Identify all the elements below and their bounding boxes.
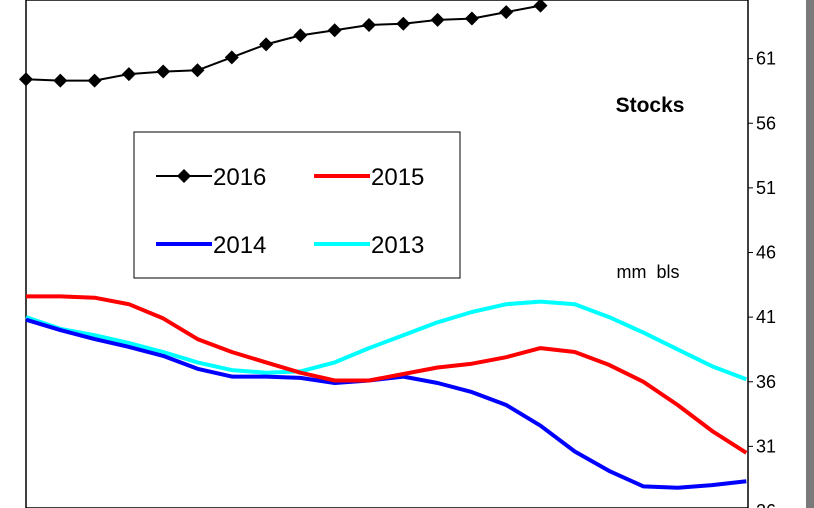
data-point-2016 (53, 73, 68, 88)
window-edge-bar (806, 0, 814, 508)
legend-label-2015: 2015 (371, 164, 424, 191)
plot-frame (25, 0, 749, 508)
series-line-2013 (25, 299, 748, 382)
y-tick-label: 66 (756, 0, 776, 4)
data-point-2016 (430, 12, 445, 27)
y-tick-label: 61 (756, 49, 776, 69)
y-tick-label: 41 (756, 307, 776, 327)
data-point-2016 (190, 63, 205, 78)
data-point-2016 (224, 50, 239, 65)
legend: 2016 2015 2014 2013 (133, 131, 461, 279)
legend-label-2013: 2013 (371, 232, 424, 259)
data-point-2016 (259, 37, 274, 52)
y-axis-ticks: 26 31 36 41 46 51 56 61 66 (748, 0, 776, 508)
legend-entries: 2016 2015 2014 2013 (156, 164, 424, 259)
data-point-2016 (19, 72, 33, 87)
data-point-2016 (121, 67, 136, 82)
data-point-2016 (396, 16, 411, 31)
data-point-2016 (156, 64, 171, 79)
data-point-2016 (499, 5, 514, 20)
unit-label: mm bls (617, 262, 680, 282)
legend-marker-2016 (177, 169, 191, 183)
legend-box (133, 131, 461, 279)
y-tick-label: 46 (756, 243, 776, 263)
legend-label-2016: 2016 (213, 164, 266, 191)
data-point-2016 (327, 23, 342, 38)
legend-label-2014: 2014 (213, 232, 266, 259)
data-point-2016 (464, 11, 479, 26)
data-point-2016 (533, 0, 548, 13)
chart-title: Stocks (616, 94, 685, 117)
data-point-2016 (293, 28, 308, 43)
y-tick-label: 26 (756, 501, 776, 508)
plot-area (25, 0, 749, 508)
series-line-2016 (25, 4, 541, 82)
series-layer (19, 0, 748, 490)
y-tick-label: 36 (756, 372, 776, 392)
data-point-2016 (87, 73, 102, 88)
data-point-2016 (362, 18, 376, 33)
y-tick-label: 51 (756, 178, 776, 198)
y-tick-label: 31 (756, 436, 776, 456)
y-tick-label: 56 (756, 113, 776, 133)
series-line-2015 (26, 294, 748, 455)
